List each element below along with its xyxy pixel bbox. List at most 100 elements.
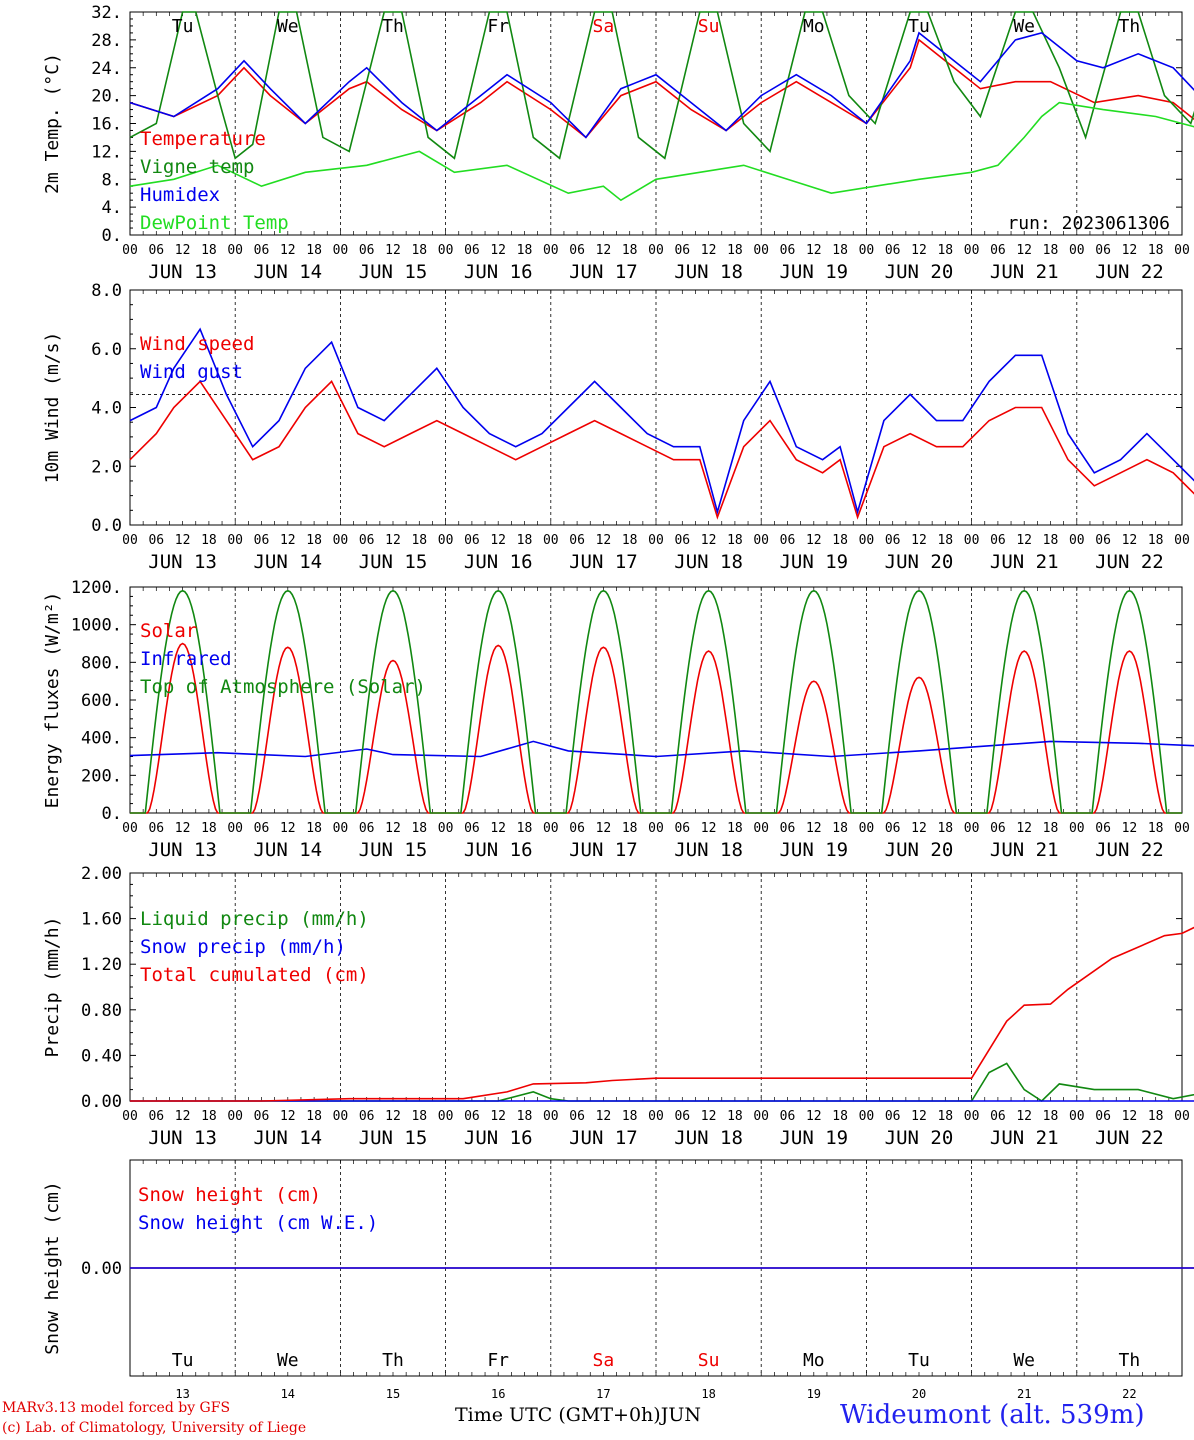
hour-label: 12 xyxy=(1122,821,1138,836)
hour-label: 06 xyxy=(254,243,270,258)
hour-label: 06 xyxy=(254,821,270,836)
hour-label: 00 xyxy=(648,821,664,836)
y-tick-label: 8. xyxy=(102,170,122,190)
hour-label: 06 xyxy=(569,821,585,836)
date-label: JUN 15 xyxy=(359,551,428,573)
hour-label: 00 xyxy=(543,1109,559,1124)
hour-label: 00 xyxy=(227,821,243,836)
date-label: JUN 19 xyxy=(779,839,848,861)
date-label: JUN 16 xyxy=(464,1127,533,1149)
hour-label: 06 xyxy=(359,533,375,548)
hour-label: 12 xyxy=(911,821,927,836)
hour-label: 00 xyxy=(859,533,875,548)
hour-label: 06 xyxy=(464,243,480,258)
legend-entry: Wind speed xyxy=(140,333,254,355)
day-number-label: 20 xyxy=(912,1387,926,1401)
hour-label: 00 xyxy=(964,1109,980,1124)
hour-label: 12 xyxy=(1016,1109,1032,1124)
hour-label: 18 xyxy=(832,243,848,258)
series-line-wind-gust xyxy=(129,327,1194,515)
date-label: JUN 22 xyxy=(1095,551,1164,573)
date-label: JUN 13 xyxy=(148,551,217,573)
date-label: JUN 15 xyxy=(359,839,428,861)
date-label: JUN 13 xyxy=(148,261,217,283)
hour-label: 12 xyxy=(280,533,296,548)
hour-label: 06 xyxy=(674,821,690,836)
y-tick-label: 6.0 xyxy=(91,340,122,360)
y-tick-label: 1200. xyxy=(71,578,122,598)
y-tick-label: 28. xyxy=(91,31,122,51)
hour-label: 06 xyxy=(885,243,901,258)
hour-label: 06 xyxy=(254,533,270,548)
hour-label: 00 xyxy=(859,821,875,836)
hour-label: 18 xyxy=(201,533,217,548)
date-label: JUN 18 xyxy=(674,261,743,283)
hour-label: 18 xyxy=(937,243,953,258)
y-axis-title: Snow height (cm) xyxy=(42,1181,63,1354)
hour-label: 12 xyxy=(490,243,506,258)
day-number-label: 15 xyxy=(386,1387,400,1401)
hour-label: 06 xyxy=(148,1109,164,1124)
hour-label: 00 xyxy=(1069,1109,1085,1124)
weekday-label-top: Tu xyxy=(172,16,194,37)
weekday-label-top: We xyxy=(1013,16,1035,37)
hour-label: 00 xyxy=(438,533,454,548)
hour-label: 06 xyxy=(569,1109,585,1124)
legend-entry: Snow precip (mm/h) xyxy=(140,936,346,958)
hour-label: 06 xyxy=(780,533,796,548)
weekday-label-bottom: Th xyxy=(1119,1350,1141,1371)
series-line-vigne-temp xyxy=(129,11,1194,160)
hour-label: 06 xyxy=(885,821,901,836)
day-number-label: 16 xyxy=(491,1387,505,1401)
hour-label: 06 xyxy=(148,533,164,548)
y-tick-label: 20. xyxy=(91,87,122,107)
hour-label: 12 xyxy=(385,1109,401,1124)
hour-label: 00 xyxy=(753,821,769,836)
hour-label: 00 xyxy=(648,243,664,258)
series-line-dewpoint-temp xyxy=(129,101,1194,202)
hour-label: 00 xyxy=(438,1109,454,1124)
series-line-total-cumulated-cm- xyxy=(130,926,1194,1102)
weekday-label-top: Tu xyxy=(908,16,930,37)
hour-label: 18 xyxy=(622,533,638,548)
hour-label: 00 xyxy=(438,821,454,836)
hour-label: 12 xyxy=(701,1109,717,1124)
hour-label: 18 xyxy=(517,533,533,548)
x-axis-title: Time UTC (GMT+0h)JUN xyxy=(455,1404,701,1426)
day-number-label: 22 xyxy=(1122,1387,1136,1401)
series-line-temperature xyxy=(129,38,1194,139)
y-axis-title: Energy fluxes (W/m²) xyxy=(42,592,63,809)
y-tick-label: 1.60 xyxy=(81,910,122,930)
legend-entry: Wind gust xyxy=(140,361,243,383)
hour-label: 12 xyxy=(490,533,506,548)
hour-label: 12 xyxy=(175,533,191,548)
hour-label: 06 xyxy=(1095,533,1111,548)
hour-label: 00 xyxy=(227,243,243,258)
weekday-label-top: Th xyxy=(1119,16,1141,37)
hour-label: 12 xyxy=(1016,533,1032,548)
hour-label: 12 xyxy=(596,821,612,836)
hour-label: 00 xyxy=(859,243,875,258)
legend-entry: Liquid precip (mm/h) xyxy=(140,908,369,930)
x-axis-month: JUN xyxy=(660,1404,701,1426)
date-label: JUN 20 xyxy=(885,839,954,861)
hour-label: 18 xyxy=(411,1109,427,1124)
y-tick-label: 600. xyxy=(81,691,122,711)
model-credit: MARv3.13 model forced by GFS xyxy=(2,1400,231,1416)
day-number-label: 18 xyxy=(701,1387,715,1401)
hour-label: 12 xyxy=(806,243,822,258)
hour-label: 00 xyxy=(543,821,559,836)
hour-label: 18 xyxy=(306,1109,322,1124)
hour-label: 06 xyxy=(1095,821,1111,836)
hour-label: 18 xyxy=(1043,533,1059,548)
weekday-label-bottom: Tu xyxy=(908,1350,930,1371)
copyright-credit: (c) Lab. of Climatology, University of L… xyxy=(2,1420,307,1436)
hour-label: 12 xyxy=(280,243,296,258)
hour-label: 18 xyxy=(727,533,743,548)
hour-label: 00 xyxy=(333,533,349,548)
weekday-label-bottom: We xyxy=(277,1350,299,1371)
hour-label: 18 xyxy=(306,533,322,548)
hour-label: 00 xyxy=(122,533,138,548)
hour-label: 18 xyxy=(1043,1109,1059,1124)
date-label: JUN 15 xyxy=(359,1127,428,1149)
